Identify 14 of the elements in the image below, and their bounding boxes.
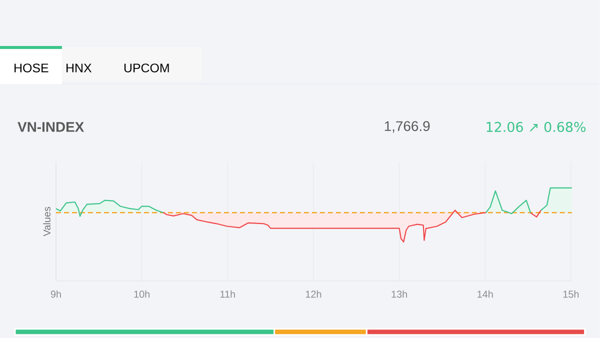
x-tick-label: 13h xyxy=(392,290,407,298)
text: 1,766.9 xyxy=(384,121,430,133)
x-tick-label: 11h xyxy=(220,290,235,298)
x-tick-label: 9h xyxy=(50,290,61,298)
chart-title: VN-INDEX xyxy=(18,122,84,132)
x-tick-label: 14h xyxy=(478,290,493,298)
text: HOSE xyxy=(14,64,48,72)
y-axis-title: Values xyxy=(43,206,50,236)
text: UPCOM xyxy=(124,64,169,72)
x-tick-label: 10h xyxy=(134,290,150,298)
text: 12.06 ↗ 0.68% xyxy=(486,122,586,132)
text: HNX xyxy=(66,64,92,72)
x-tick-label: 12h xyxy=(306,290,322,298)
x-tick-label: 15h xyxy=(563,290,579,298)
